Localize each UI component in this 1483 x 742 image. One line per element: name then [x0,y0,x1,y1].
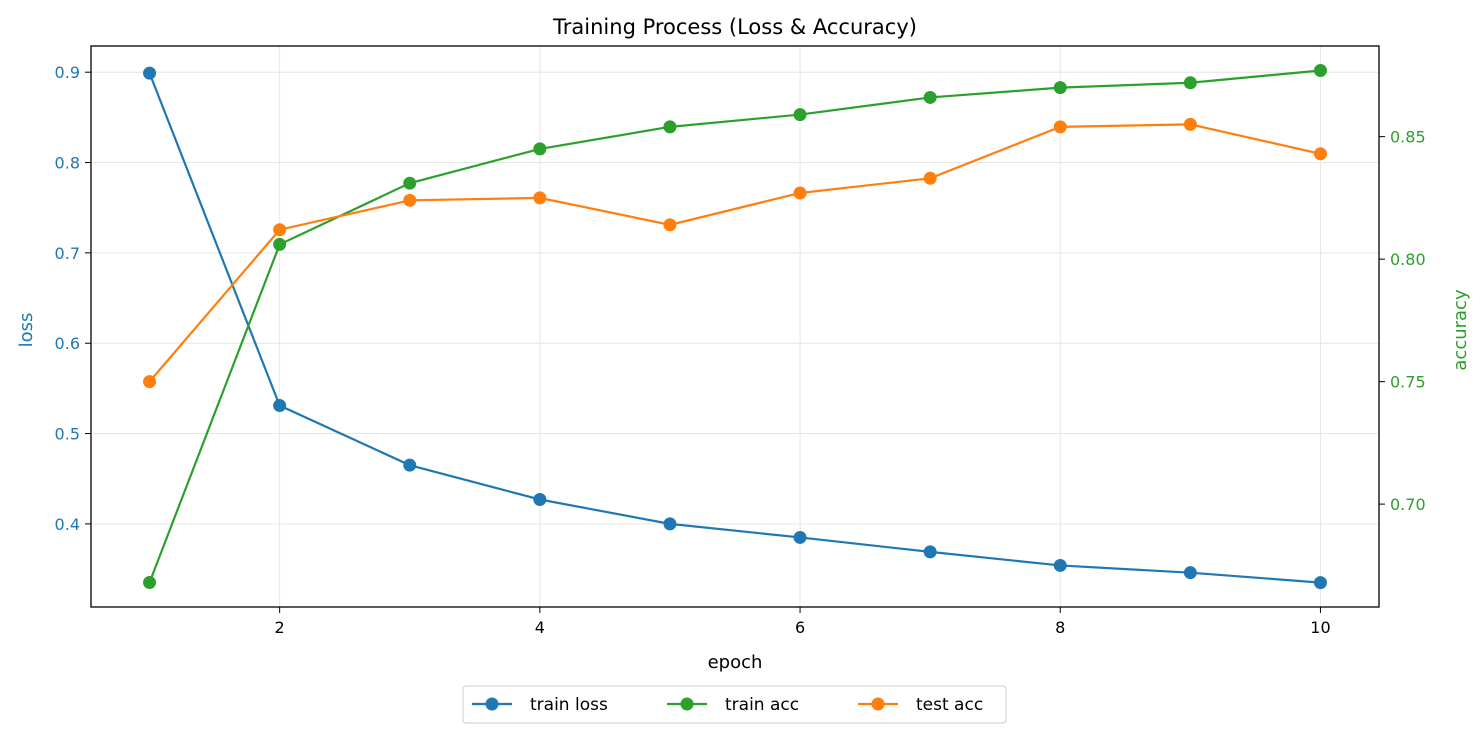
train-loss-point [533,492,547,506]
legend-test-acc-marker [871,697,885,711]
train-acc-point [793,108,807,122]
test-acc-point [273,223,287,237]
test-acc-point [1183,117,1197,131]
y-right-tick-label: 0.85 [1390,128,1426,147]
x-tick-label: 8 [1055,618,1065,637]
test-acc-point [793,186,807,200]
y-left-tick-label: 0.9 [55,63,80,82]
train-loss-point [1313,576,1327,590]
train-acc-point [923,90,937,104]
x-tick-label: 2 [275,618,285,637]
legend-test-acc-label: test acc [916,695,983,715]
plot-frame [90,45,1380,608]
test-acc-point [403,193,417,207]
x-tick-label: 10 [1310,618,1330,637]
test-acc-line [148,123,1321,383]
x-tick-label: 4 [535,618,545,637]
y-right-tick-label: 0.80 [1390,250,1426,269]
legend: train loss train acc test acc [462,685,1007,724]
train-loss-line [148,72,1321,584]
train-acc-point [403,176,417,190]
y-left-tick-label: 0.8 [55,154,80,173]
y-left-tick-label: 0.7 [55,244,80,263]
train-acc-point [533,142,547,156]
train-loss-point [1053,558,1067,572]
train-acc-line [148,69,1321,583]
test-acc-point [923,171,937,185]
y-left-tick-label: 0.6 [55,334,80,353]
train-loss-point [1183,566,1197,580]
train-acc-point [143,576,157,590]
chart-title: Training Process (Loss & Accuracy) [552,15,917,39]
train-loss-point [793,530,807,544]
x-axis-label: epoch [708,652,763,673]
train-loss-point [273,399,287,413]
train-loss-point [923,545,937,559]
y-left-tick-label: 0.4 [55,515,80,534]
test-acc-point [1053,120,1067,134]
y-left-tick-label: 0.5 [55,425,80,444]
train-acc-point [273,237,287,251]
test-acc-point [1313,147,1327,161]
train-acc-point [1183,76,1197,90]
x-tick-label: 6 [795,618,805,637]
train-loss-point [143,66,157,80]
test-acc-point [143,375,157,389]
legend-train-acc-marker [680,697,694,711]
legend-train-loss-marker [485,697,499,711]
train-loss-point [663,517,677,531]
test-acc-point [663,218,677,232]
legend-train-loss-label: train loss [530,695,608,715]
y-axis-left-label: loss [16,313,37,348]
test-acc-point [533,191,547,205]
train-acc-point [1313,63,1327,77]
train-acc-point [1053,81,1067,95]
train-acc-point [663,120,677,134]
train-loss-point [403,458,417,472]
y-right-tick-label: 0.70 [1390,495,1426,514]
legend-train-acc-label: train acc [725,695,799,715]
y-right-tick-label: 0.75 [1390,373,1426,392]
y-axis-right-label: accuracy [1450,289,1471,371]
